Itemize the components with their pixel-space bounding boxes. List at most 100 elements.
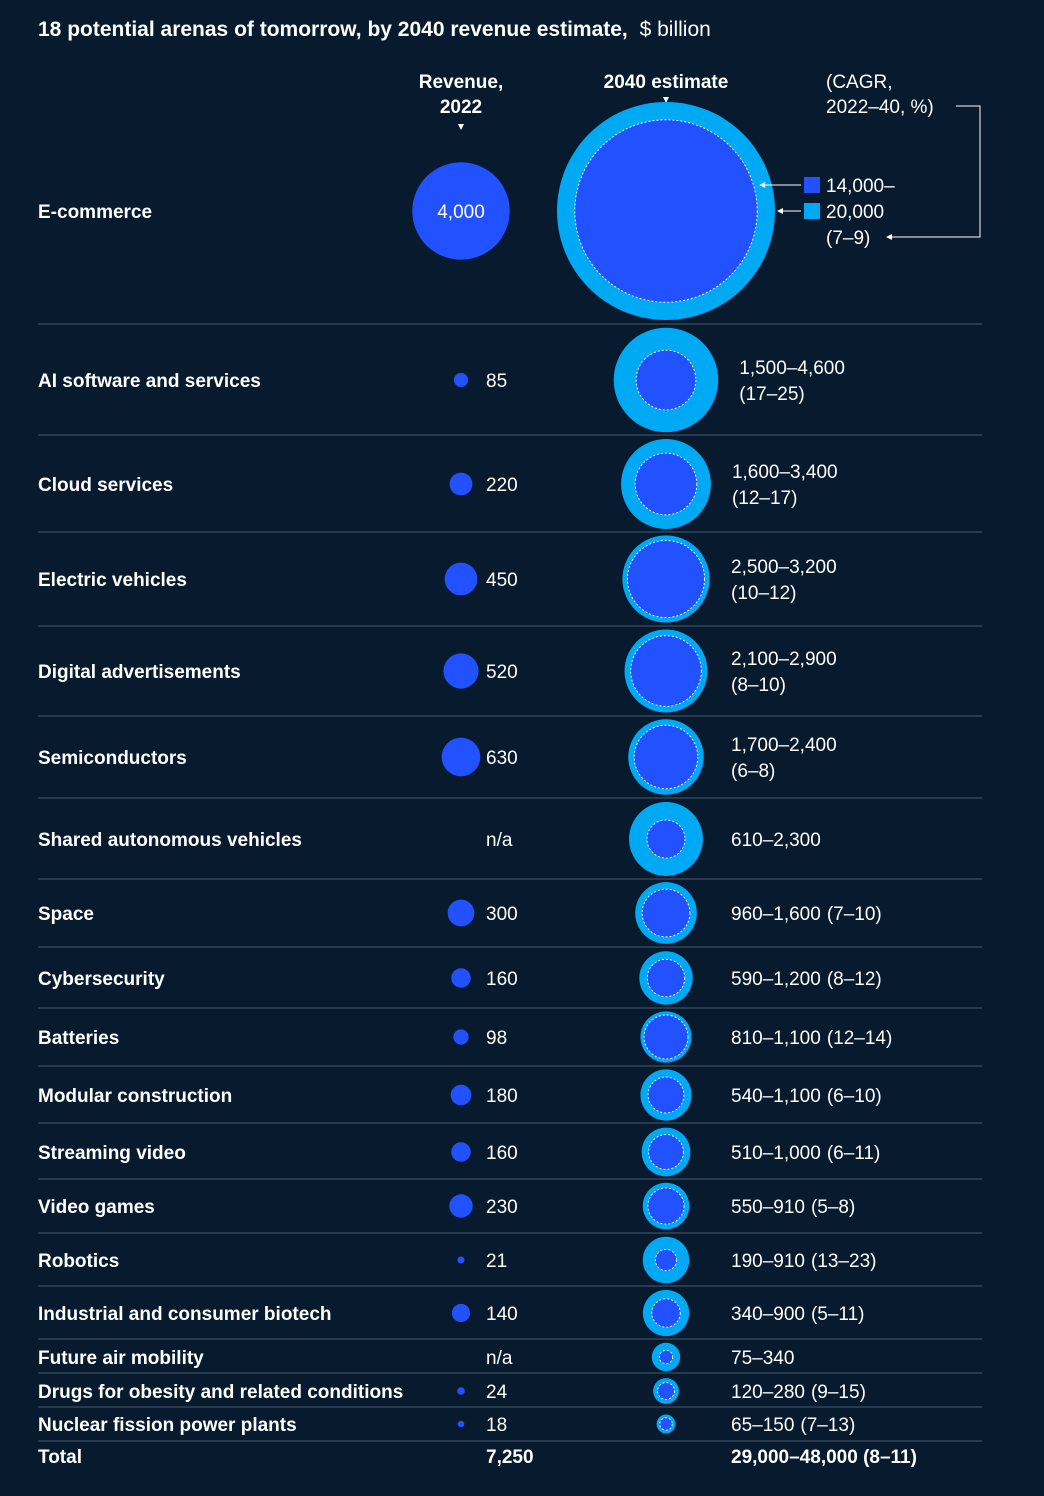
cagr-label: (6–10) [827, 1086, 882, 1107]
legend-low-swatch [804, 177, 820, 193]
legend-high-arrow-icon [777, 208, 783, 214]
total-estimate-2040: 29,000–48,000 (8–11) [731, 1447, 917, 1468]
estimate-range-label: 510–1,000 (6–11) [731, 1143, 880, 1164]
row-future-air-mobility: Future air mobility n/a 75–340 [38, 1342, 982, 1374]
row-video-games: Video games 230 550–910 (5–8) [38, 1182, 982, 1234]
row-name: Streaming video [38, 1143, 186, 1164]
revenue-2022-label: 85 [486, 371, 507, 392]
bubble-2040-low [646, 958, 686, 998]
estimate-range-label: 550–910 (5–8) [731, 1197, 855, 1218]
legend-cagr-label: (7–9) [826, 228, 870, 249]
bubble-2022 [451, 1142, 471, 1162]
revenue-2022-label: 230 [486, 1197, 518, 1218]
row-batteries: Batteries 98 810–1,100 (12–14) [38, 1011, 982, 1067]
cagr-connector-arrow-icon [886, 234, 892, 240]
chart-title: 18 potential arenas of tomorrow, by 2040… [38, 18, 711, 41]
bubble-2022 [447, 899, 475, 927]
estimate-range-label: 190–910 (13–23) [731, 1251, 876, 1272]
bubble-2040-low [635, 349, 697, 411]
estimate-range-label: 120–280 (9–15) [731, 1382, 866, 1403]
row-name: Nuclear fission power plants [38, 1415, 297, 1436]
row-name: Cloud services [38, 475, 173, 496]
revenue-2022-label: n/a [486, 830, 513, 851]
cagr-label: (5–8) [811, 1197, 855, 1218]
row-name: Semiconductors [38, 748, 187, 769]
legend-high-label: 20,000 [826, 202, 884, 223]
legend-low-arrow-icon [759, 182, 766, 188]
total-layer: Total 7,250 29,000–48,000 (8–11) [38, 1447, 917, 1468]
estimate-range-label: 960–1,600 (7–10) [731, 904, 882, 925]
bubble-2022 [444, 562, 478, 596]
estimate-range-label: 1,500–4,600 [739, 358, 845, 379]
row-cloud-services: Cloud services 220 1,600–3,400 (12–17) [38, 439, 982, 533]
bubble-2022 [449, 472, 473, 496]
row-streaming-video: Streaming video 160 510–1,000 (6–11) [38, 1127, 982, 1180]
bubble-2040-low [657, 1382, 675, 1400]
header-cagr-line1: (CAGR, [826, 72, 893, 93]
row-cybersecurity: Cybersecurity 160 590–1,200 (8–12) [38, 951, 982, 1009]
revenue-2022-label: 450 [486, 570, 518, 591]
revenue-2022-label: 24 [486, 1382, 508, 1403]
bubble-2040-low [658, 1349, 674, 1365]
bubble-2022 [453, 372, 469, 388]
revenue-2022-label: 140 [486, 1304, 518, 1325]
header-revenue-pointer-icon [458, 124, 464, 130]
rows-layer: E-commerce 4,000 AI software and services 8… [38, 102, 982, 1442]
row-name: E-commerce [38, 202, 152, 223]
row-ai-software-and-services: AI software and services 85 1,500–4,600 (17… [38, 327, 982, 436]
header-cagr-line2: 2022–40, %) [826, 97, 934, 118]
cagr-label: (8–10) [731, 675, 786, 696]
bubble-2040-low [643, 1014, 689, 1060]
revenue-2022-label: 4,000 [437, 202, 485, 223]
bubble-2022 [451, 968, 471, 988]
revenue-2022-label: 300 [486, 904, 518, 925]
legend-high-swatch [804, 203, 820, 219]
cagr-connector-line [890, 105, 981, 238]
row-e-commerce: E-commerce 4,000 [38, 102, 982, 325]
total-name: Total [38, 1447, 82, 1468]
bubble-2040-low [641, 888, 691, 938]
bubble-2022 [457, 1256, 465, 1264]
cagr-label: (6–11) [827, 1143, 881, 1164]
row-name: Space [38, 904, 94, 925]
cagr-label: (7–13) [800, 1415, 855, 1436]
row-name: Drugs for obesity and related conditions [38, 1382, 403, 1403]
cagr-label: (10–12) [731, 583, 797, 604]
row-name: Batteries [38, 1028, 119, 1049]
estimate-range-label: 340–900 (5–11) [731, 1304, 864, 1325]
revenue-2022-label: 160 [486, 969, 518, 990]
bubble-2022 [443, 653, 479, 689]
cagr-label: (12–14) [827, 1028, 893, 1049]
revenue-2022-label: 630 [486, 748, 518, 769]
revenue-2022-label: n/a [486, 1348, 513, 1369]
bubble-2022 [457, 1420, 465, 1428]
row-name: Modular construction [38, 1086, 232, 1107]
total-revenue-2022: 7,250 [486, 1447, 534, 1468]
cagr-label: (7–10) [827, 904, 882, 925]
bubble-2022 [453, 1029, 469, 1045]
row-name: Shared autonomous vehicles [38, 830, 302, 851]
bubble-2040-low [633, 724, 699, 790]
estimate-range-label: 590–1,200 (8–12) [731, 969, 882, 990]
revenue-2022-label: 98 [486, 1028, 507, 1049]
bubble-2040-low [634, 452, 698, 516]
row-shared-autonomous-vehicles: Shared autonomous vehicles n/a 610–2,300 [38, 802, 982, 880]
bubble-2040-low [627, 540, 705, 618]
estimate-range-label: 65–150 (7–13) [731, 1415, 855, 1436]
cagr-label: (6–8) [731, 761, 775, 782]
revenue-2022-label: 220 [486, 475, 518, 496]
bubble-2022 [451, 1303, 471, 1323]
row-space: Space 300 960–1,600 (7–10) [38, 882, 982, 948]
row-name: Robotics [38, 1251, 119, 1272]
legend-layer: 14,000– 20,000 (7–9) [759, 105, 981, 249]
bubble-2040-low [647, 1076, 685, 1114]
estimate-range-label: 1,700–2,400 [731, 735, 837, 756]
header-estimate-pointer-icon [663, 97, 669, 103]
row-name: AI software and services [38, 371, 261, 392]
row-name: Video games [38, 1197, 155, 1218]
row-name: Digital advertisements [38, 662, 241, 683]
cagr-label: (17–25) [739, 384, 805, 405]
estimate-range-label: 75–340 [731, 1348, 794, 1369]
